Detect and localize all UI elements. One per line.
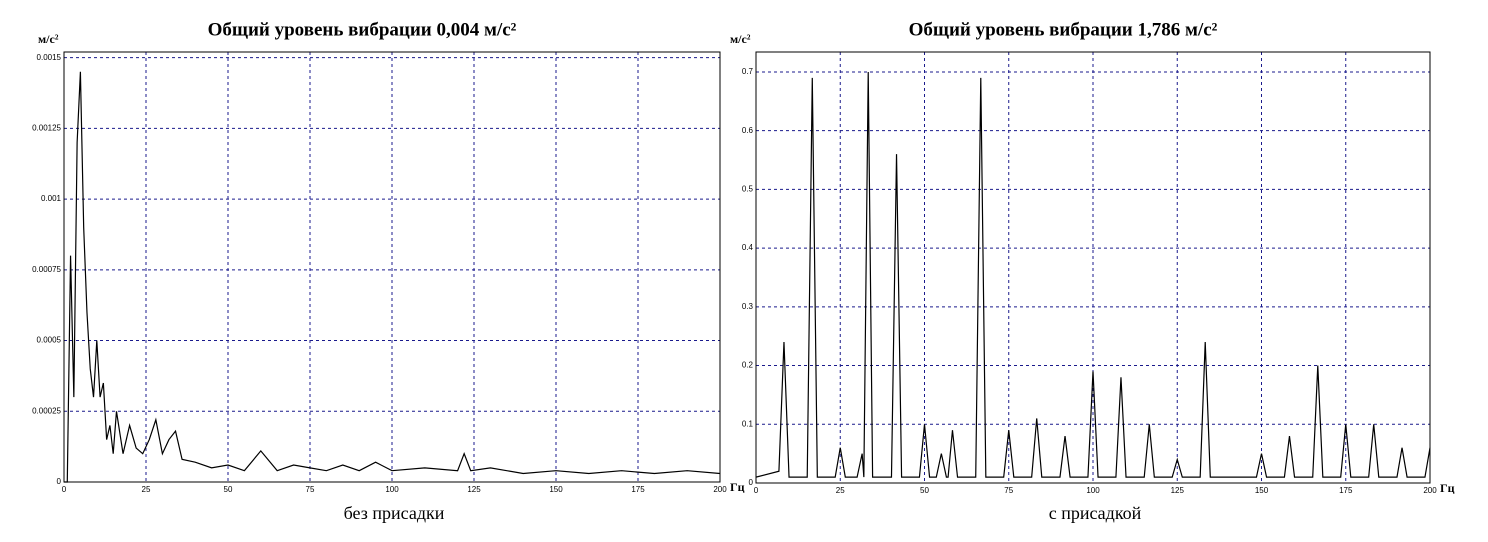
y-tick-label: 0 [57,477,62,486]
y-tick-label: 0.00025 [32,406,61,415]
y-axis-label: м/с² [730,32,751,46]
y-tick-label: 0.1 [742,419,754,428]
y-tick-label: 0 [749,478,754,487]
x-tick-label: 150 [549,485,563,494]
x-tick-label: 200 [1423,486,1437,495]
x-tick-label: 125 [1171,486,1185,495]
x-tick-label: 50 [224,485,233,494]
x-tick-label: 25 [836,486,845,495]
y-tick-label: 0.001 [41,194,62,203]
y-tick-label: 0.0015 [37,53,62,62]
x-tick-label: 175 [631,485,645,494]
chart-title: Общий уровень вибрации 0,004 м/с² [208,19,517,40]
x-tick-label: 175 [1339,486,1353,495]
x-axis-label: Гц [730,480,745,494]
x-tick-label: 125 [467,485,481,494]
spectrum-line [64,71,721,483]
chart-title: Общий уровень вибрации 1,786 м/с² [909,19,1218,40]
y-tick-label: 0.6 [742,126,754,135]
y-tick-label: 0.00125 [32,123,61,132]
y-tick-label: 0.5 [742,185,754,194]
x-tick-label: 100 [385,485,399,494]
x-tick-label: 150 [1255,486,1269,495]
y-tick-label: 0.7 [742,67,754,76]
x-tick-label: 200 [713,485,727,494]
x-tick-label: 75 [1004,486,1013,495]
plot-frame [755,51,1431,484]
plot-frame [63,51,721,483]
x-tick-label: 100 [1086,486,1100,495]
y-tick-label: 0.2 [742,361,754,370]
y-axis-label: м/с² [38,32,59,46]
x-tick-label: 25 [142,485,151,494]
x-tick-label: 0 [62,485,67,494]
y-tick-label: 0.00075 [32,265,61,274]
x-tick-label: 75 [306,485,315,494]
y-tick-label: 0.4 [742,243,754,252]
x-tick-label: 0 [754,486,759,495]
caption: без присадки [344,503,445,523]
x-tick-label: 50 [920,486,929,495]
y-tick-label: 0.3 [742,302,754,311]
spectrum-line [755,71,1431,478]
x-axis-label: Гц [1440,481,1455,495]
caption: с присадкой [1049,503,1142,523]
y-tick-label: 0.0005 [37,336,62,345]
